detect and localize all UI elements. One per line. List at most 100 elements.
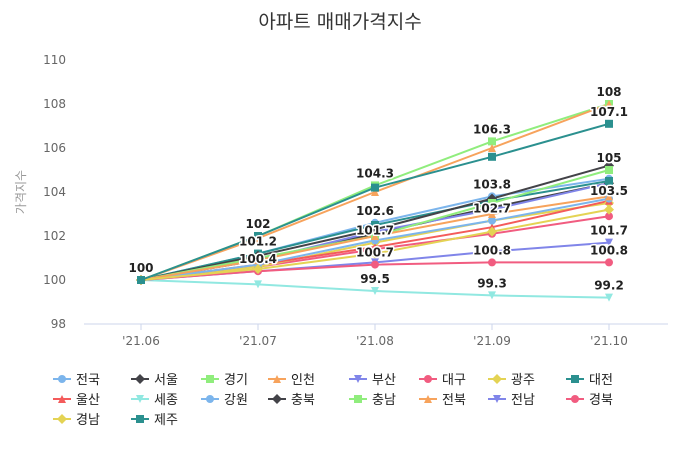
data-label: 102.6 bbox=[356, 204, 394, 218]
y-tick-label: 98 bbox=[51, 317, 66, 331]
series-point bbox=[487, 226, 497, 237]
series-point bbox=[605, 258, 613, 267]
x-tick-label: '21.10 bbox=[590, 334, 628, 348]
data-label: 100.4 bbox=[239, 252, 277, 266]
legend-item[interactable]: 부산 bbox=[349, 373, 396, 388]
legend-item[interactable]: 경북 bbox=[566, 393, 613, 408]
legend-item[interactable]: 충북 bbox=[268, 393, 315, 408]
legend-item[interactable]: 인천 bbox=[268, 373, 315, 388]
series-point bbox=[605, 293, 613, 302]
series-point bbox=[604, 204, 614, 215]
legend-item[interactable]: 경남 bbox=[53, 413, 100, 428]
series-point bbox=[370, 248, 380, 259]
x-tick-label: '21.08 bbox=[356, 334, 394, 348]
legend-marker bbox=[424, 375, 432, 383]
legend-label: 대전 bbox=[589, 373, 613, 388]
legend-marker bbox=[135, 374, 145, 384]
series-point bbox=[254, 280, 262, 289]
legend-item[interactable]: 광주 bbox=[488, 373, 535, 388]
legend-label: 세종 bbox=[154, 393, 178, 408]
legend-marker bbox=[493, 395, 501, 403]
y-tick-labels: 98 100 102 104 106 108 110 bbox=[43, 53, 66, 331]
series-point bbox=[605, 212, 613, 221]
y-tick-label: 100 bbox=[43, 273, 66, 287]
legend-marker bbox=[571, 395, 579, 403]
y-tick-label: 110 bbox=[43, 53, 66, 67]
data-label: 103.5 bbox=[590, 184, 628, 198]
legend-item[interactable]: 강원 bbox=[201, 393, 248, 408]
series-point bbox=[605, 119, 613, 128]
data-label: 99.5 bbox=[360, 272, 390, 286]
legend-item[interactable]: 세종 bbox=[131, 393, 178, 408]
legend-item[interactable]: 서울 bbox=[131, 373, 178, 388]
data-label: 107.1 bbox=[590, 105, 628, 119]
legend-item[interactable]: 울산 bbox=[53, 393, 100, 408]
legend-label: 부산 bbox=[372, 373, 396, 388]
series-point bbox=[488, 210, 496, 218]
legend-item[interactable]: 제주 bbox=[131, 413, 178, 428]
y-tick-label: 102 bbox=[43, 229, 66, 243]
series-point bbox=[253, 264, 263, 274]
series-point bbox=[371, 183, 379, 192]
legend-item[interactable]: 대구 bbox=[419, 373, 466, 388]
series-point bbox=[488, 247, 496, 256]
data-label: 101.2 bbox=[239, 235, 277, 249]
data-label: 100.8 bbox=[590, 243, 628, 257]
data-label: 106.3 bbox=[473, 122, 511, 136]
legend-item[interactable]: 전국 bbox=[53, 373, 100, 388]
x-tick-label: '21.09 bbox=[473, 334, 511, 348]
series-point bbox=[605, 177, 613, 185]
legend-label: 제주 bbox=[154, 413, 178, 428]
y-tick-label: 106 bbox=[43, 141, 66, 155]
x-tick-label: '21.06 bbox=[122, 334, 160, 348]
legend-label: 울산 bbox=[76, 393, 100, 408]
series-markers bbox=[136, 100, 614, 302]
legend-item[interactable]: 대전 bbox=[566, 373, 613, 388]
legend-item[interactable]: 전북 bbox=[419, 393, 466, 408]
legend-label: 전남 bbox=[511, 393, 535, 408]
data-label: 101.7 bbox=[356, 224, 394, 238]
legend-label: 광주 bbox=[511, 373, 535, 388]
legend-item[interactable]: 전남 bbox=[488, 393, 535, 408]
legend-marker bbox=[424, 395, 432, 403]
legend-label: 경기 bbox=[224, 373, 248, 388]
data-label: 100.8 bbox=[473, 243, 511, 257]
legend-marker bbox=[136, 395, 144, 403]
legend-marker bbox=[492, 374, 502, 384]
legend-marker bbox=[136, 415, 144, 423]
data-label: 99.2 bbox=[594, 279, 624, 293]
legend-label: 대구 bbox=[442, 373, 466, 388]
y-tick-label: 104 bbox=[43, 185, 66, 199]
series-point bbox=[371, 287, 379, 295]
series-point bbox=[371, 260, 379, 269]
legend-marker bbox=[273, 375, 281, 383]
legend-label: 강원 bbox=[224, 393, 248, 408]
legend-marker bbox=[206, 375, 214, 383]
data-label: 100 bbox=[128, 261, 153, 275]
series-point bbox=[254, 232, 262, 240]
series-point bbox=[371, 188, 379, 196]
series-point bbox=[488, 258, 496, 267]
legend-label: 경북 bbox=[589, 393, 613, 408]
series-point bbox=[488, 216, 496, 225]
legend-item[interactable]: 경기 bbox=[201, 373, 248, 388]
data-labels: 100 102 101.2 100.4 104.3 102.6 101.7 100.7 99.5… bbox=[127, 84, 630, 295]
data-label: 101.7 bbox=[590, 224, 628, 238]
series-point bbox=[488, 152, 496, 161]
series-point bbox=[137, 276, 145, 284]
series-point bbox=[371, 243, 379, 251]
legend-marker bbox=[58, 375, 66, 383]
chart-title: 아파트 매매가격지수 bbox=[258, 11, 421, 33]
legend-item[interactable]: 충남 bbox=[349, 393, 396, 408]
series-point bbox=[488, 199, 496, 207]
x-tick-label: '21.07 bbox=[239, 334, 277, 348]
series-point bbox=[605, 100, 613, 108]
data-label: 105 bbox=[596, 151, 621, 165]
series-point bbox=[488, 291, 496, 300]
series-point bbox=[488, 137, 496, 146]
series-point bbox=[488, 205, 496, 214]
series-point bbox=[605, 238, 613, 247]
legend-marker bbox=[206, 395, 214, 403]
legend-label: 전북 bbox=[442, 393, 466, 408]
series-point bbox=[371, 232, 379, 240]
